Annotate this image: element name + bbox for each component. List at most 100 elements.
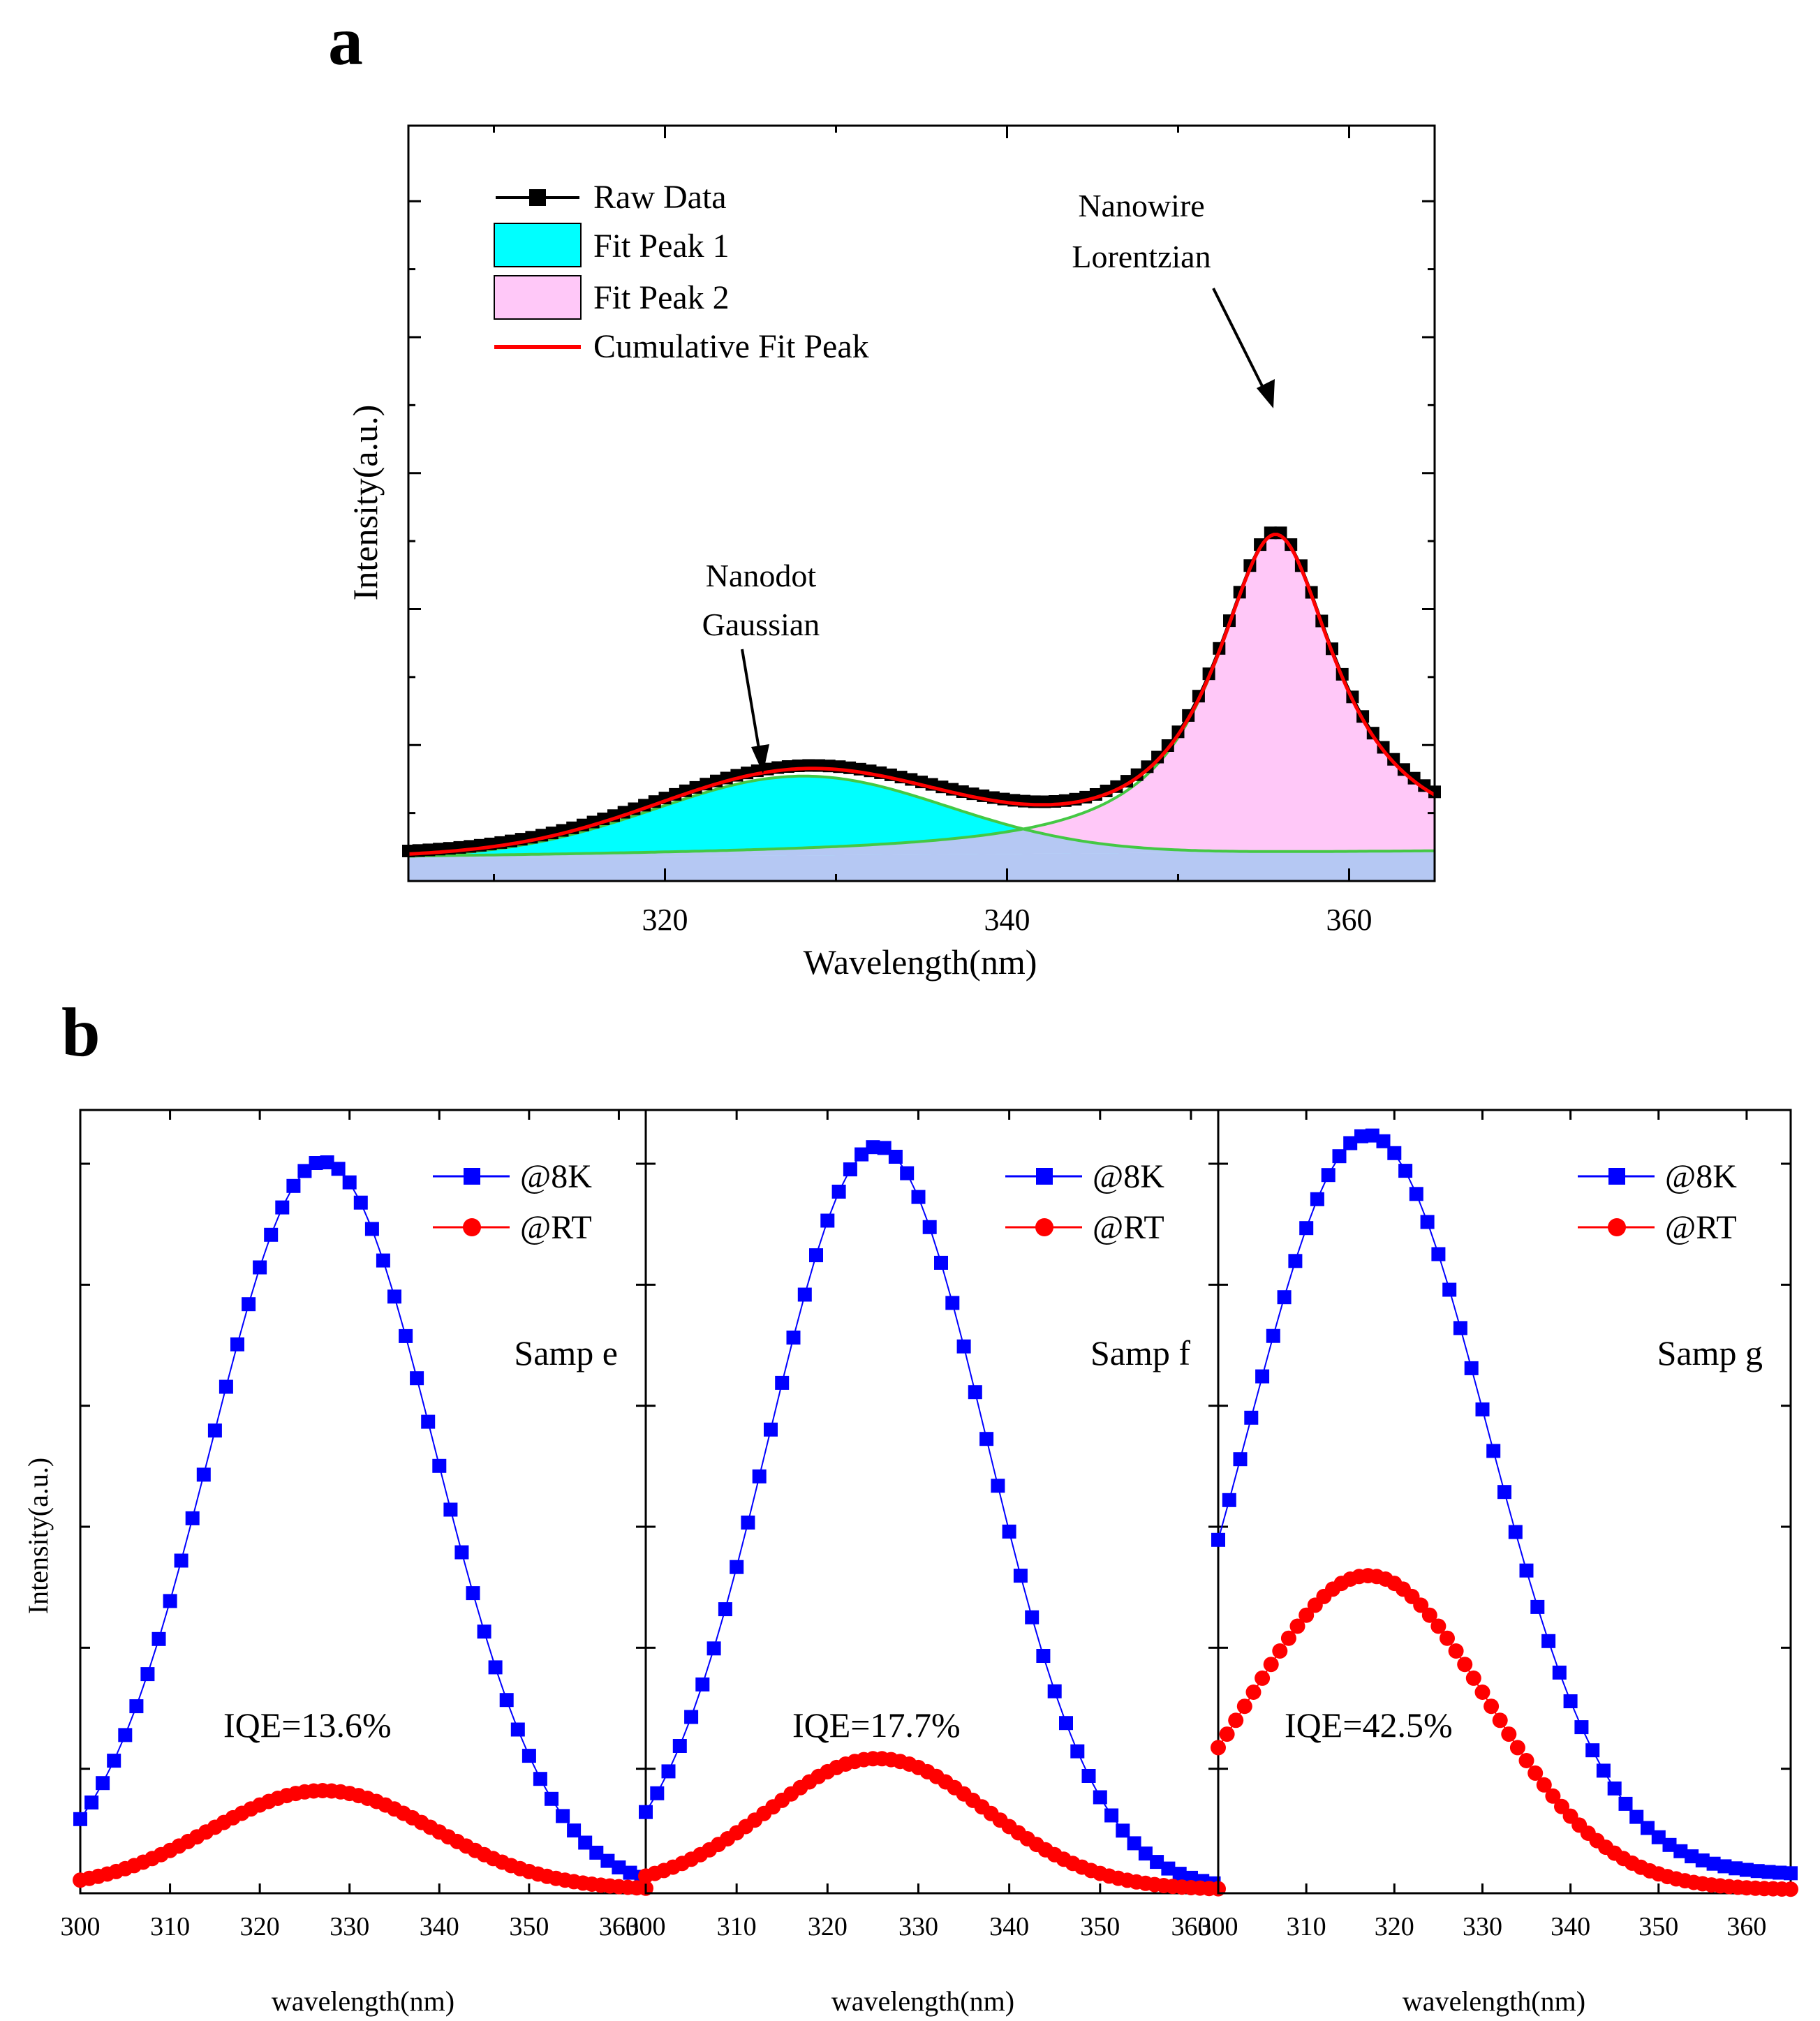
raw-data-point [1151, 750, 1164, 764]
data-point-rt [1228, 1712, 1244, 1728]
series-8k [73, 1155, 649, 1884]
data-point-rt [1430, 1618, 1447, 1634]
x-tick-label-b: 360 [599, 1912, 639, 1941]
subplot-3: @8K @RT Samp g IQE=42.5% [1211, 1109, 1798, 1897]
data-point-8k [107, 1754, 121, 1768]
data-point-8k [432, 1458, 447, 1473]
x-tick-label-b: 350 [1638, 1912, 1678, 1941]
data-point-rt [1527, 1765, 1544, 1781]
data-point-8k [1739, 1863, 1754, 1877]
y-axis-label-a: Intensity(a.u.) [346, 405, 385, 600]
subplot-1: @8K @RT Samp e IQE=13.6% [73, 1109, 653, 1896]
x-tick-label-a: 340 [984, 903, 1030, 937]
data-point-8k [297, 1164, 312, 1178]
data-point-8k [521, 1749, 536, 1763]
data-point-8k [1104, 1808, 1119, 1823]
data-point-8k [1552, 1665, 1567, 1680]
data-point-8k [207, 1423, 222, 1438]
x-tick-label-b: 300 [61, 1912, 101, 1941]
data-point-rt [1484, 1698, 1500, 1715]
data-point-8k [129, 1699, 144, 1714]
data-point-8k [945, 1296, 960, 1310]
legend-8k-marker [464, 1168, 480, 1185]
legend-cumulative-label: Cumulative Fit Peak [593, 328, 869, 365]
legend-fitpeak1-label: Fit Peak 1 [593, 228, 730, 265]
series-rt [638, 1751, 1226, 1897]
x-tick-label-b: 340 [1551, 1912, 1590, 1941]
y-axis-label-b: Intensity(a.u.) [22, 1458, 54, 1614]
data-point-8k [578, 1835, 593, 1850]
x-tick-label-b: 350 [1080, 1912, 1120, 1941]
data-point-8k [1013, 1569, 1028, 1583]
data-point-8k [1244, 1410, 1259, 1425]
data-point-8k [922, 1220, 937, 1234]
data-point-rt [1272, 1643, 1288, 1659]
data-point-rt [1509, 1740, 1525, 1756]
data-point-8k [1036, 1649, 1051, 1663]
legend-8k-marker [1608, 1168, 1625, 1185]
x-tick-label-b: 310 [717, 1912, 757, 1941]
sample-label: Samp g [1657, 1333, 1763, 1372]
data-point-8k [84, 1796, 99, 1809]
legend-8k-label: @8K [520, 1158, 592, 1195]
x-tick-label-b: 320 [1375, 1912, 1414, 1941]
iqe-label: IQE=17.7% [792, 1705, 961, 1745]
annotation-nanodot-line2: Gaussian [702, 607, 820, 642]
data-point-8k [1717, 1859, 1732, 1874]
data-point-8k [488, 1660, 503, 1675]
legend-8k-marker [1036, 1168, 1053, 1185]
data-point-8k [706, 1641, 721, 1656]
legend-rawdata-marker [529, 189, 546, 206]
data-point-8k [775, 1375, 790, 1390]
data-point-8k [1773, 1865, 1787, 1880]
data-point-8k [499, 1693, 514, 1708]
data-point-8k [979, 1432, 994, 1446]
data-point-8k [661, 1764, 676, 1779]
data-point-8k [1222, 1493, 1236, 1507]
raw-data-point [1407, 771, 1421, 785]
data-point-8k [1618, 1796, 1633, 1811]
x-axis-label-b1: wavelength(nm) [272, 1985, 454, 2017]
data-point-8k [1409, 1187, 1423, 1201]
data-point-8k [866, 1140, 880, 1155]
data-point-8k [275, 1200, 290, 1215]
legend-b: @8K @RT [1578, 1158, 1737, 1246]
data-point-8k [219, 1379, 233, 1394]
data-point-8k [820, 1213, 835, 1228]
data-point-8k [196, 1467, 211, 1482]
x-axis-label-a: Wavelength(nm) [804, 942, 1037, 982]
data-point-8k [1343, 1136, 1358, 1150]
data-point-8k [934, 1255, 948, 1270]
x-tick-label-b: 340 [989, 1912, 1029, 1941]
data-point-8k [809, 1248, 823, 1263]
x-tick-label-b: 300 [1199, 1912, 1238, 1941]
data-point-8k [888, 1150, 903, 1164]
data-point-8k [342, 1175, 357, 1190]
x-axis-label-b3: wavelength(nm) [1403, 1985, 1585, 2017]
data-point-8k [1651, 1830, 1666, 1844]
data-point-8k [1138, 1846, 1153, 1861]
data-point-8k [140, 1667, 155, 1682]
data-point-8k [956, 1339, 971, 1354]
data-point-8k [877, 1141, 891, 1155]
x-tick-label-b: 350 [509, 1912, 549, 1941]
data-point-8k [1150, 1855, 1164, 1870]
data-point-8k [1442, 1282, 1457, 1297]
data-point-rt [1236, 1698, 1252, 1715]
data-point-8k [1585, 1743, 1600, 1758]
series-line [1218, 1134, 1791, 1874]
data-point-rt [1448, 1643, 1464, 1659]
data-point-8k [854, 1147, 869, 1162]
data-point-8k [741, 1516, 755, 1530]
data-point-8k [73, 1812, 87, 1826]
data-point-rt [1255, 1670, 1271, 1686]
x-tick-label-b: 310 [150, 1912, 190, 1941]
x-tick-label-b: 340 [420, 1912, 459, 1941]
data-point-8k [650, 1786, 665, 1800]
data-point-8k [639, 1805, 653, 1819]
data-point-8k [454, 1545, 469, 1560]
data-point-rt [1263, 1657, 1279, 1673]
legend-a: Raw Data Fit Peak 1 Fit Peak 2 Cumulativ… [494, 179, 869, 365]
data-point-8k [556, 1809, 570, 1823]
